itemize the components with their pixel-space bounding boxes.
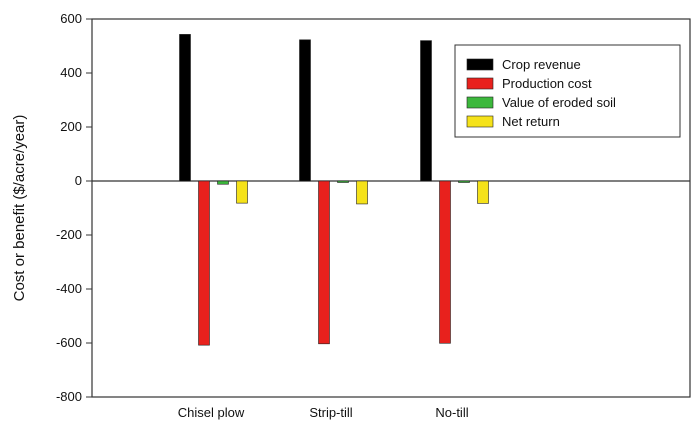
y-tick-label: -200	[56, 227, 82, 242]
y-axis-label: Cost or benefit ($/acre/year)	[11, 115, 28, 302]
y-tick-label: -600	[56, 335, 82, 350]
bar-crop-revenue-strip-till	[299, 39, 311, 182]
bar-crop-revenue-no-till	[420, 40, 432, 182]
x-tick-label: Strip-till	[309, 405, 352, 420]
legend-swatch-crop-revenue	[466, 58, 494, 71]
bar-production-cost-no-till	[439, 180, 451, 344]
bar-production-cost-strip-till	[318, 180, 330, 345]
y-tick-label: -800	[56, 389, 82, 404]
bar-value-of-eroded-soil-strip-till	[337, 180, 349, 183]
y-tick-label: 0	[75, 173, 82, 188]
x-tick-label: No-till	[435, 405, 468, 420]
legend-label-production-cost: Production cost	[502, 76, 592, 91]
y-tick-label: 400	[60, 65, 82, 80]
x-tick-label: Chisel plow	[178, 405, 245, 420]
y-tick-label: -400	[56, 281, 82, 296]
legend-label-net-return: Net return	[502, 114, 560, 129]
bar-production-cost-chisel-plow	[198, 180, 210, 346]
legend-label-value-of-eroded-soil: Value of eroded soil	[502, 95, 616, 110]
plot-area: 600 400 200 0 -200 -400 -600 -800 Chisel plow Str…	[56, 11, 691, 420]
bar-net-return-chisel-plow	[236, 180, 248, 204]
y-tick-label: 200	[60, 119, 82, 134]
plot-frame	[91, 18, 691, 398]
legend-label-crop-revenue: Crop revenue	[502, 57, 581, 72]
legend-swatch-production-cost	[466, 77, 494, 90]
legend-swatch-value-of-eroded-soil	[466, 96, 494, 109]
legend: Crop revenue Production cost Value of erod…	[454, 44, 681, 138]
bar-net-return-no-till	[477, 180, 489, 204]
bar-value-of-eroded-soil-chisel-plow	[217, 180, 229, 185]
bar-value-of-eroded-soil-no-till	[458, 180, 470, 183]
bar-net-return-strip-till	[356, 180, 368, 205]
legend-swatch-net-return	[466, 115, 494, 128]
y-tick-label: 600	[60, 11, 82, 26]
bar-crop-revenue-chisel-plow	[179, 34, 191, 182]
